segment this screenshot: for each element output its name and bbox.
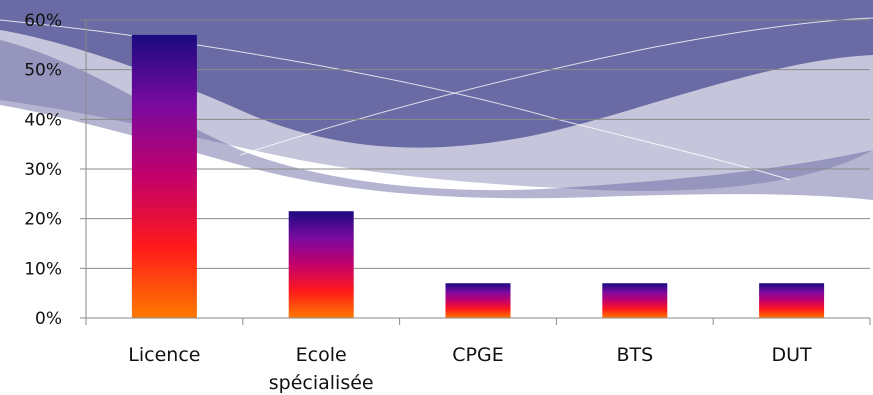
y-tick-label: 10% — [24, 259, 62, 279]
axes — [85, 20, 871, 325]
background-wave-curve — [0, 0, 873, 191]
x-tick-label: CPGE — [452, 344, 503, 366]
x-tick-label-line: CPGE — [452, 344, 503, 366]
bar — [602, 283, 668, 318]
bar — [131, 34, 197, 319]
y-tick-label: 0% — [35, 309, 62, 329]
y-tick-label: 50% — [24, 61, 62, 81]
x-tick-label-line: BTS — [616, 344, 653, 366]
bar — [759, 283, 825, 318]
x-tick-label: DUT — [772, 344, 813, 366]
x-tick-label-line: Ecole — [296, 344, 347, 366]
x-tick-label: BTS — [616, 344, 653, 366]
x-tick-label: Licence — [128, 344, 200, 366]
background-waves — [0, 0, 873, 200]
bar — [288, 211, 354, 318]
x-tick-label: Ecole spécialisée — [269, 344, 374, 394]
x-tick-labels: Licence Ecole spécialisée CPGE BTS DUT — [128, 344, 812, 394]
x-tick-label-line: DUT — [772, 344, 813, 366]
y-tick-labels: 0% 10% 20% 30% 40% 50% 60% — [24, 11, 62, 329]
x-tick-label-line: spécialisée — [269, 372, 374, 394]
x-tick-label-line: Licence — [128, 344, 200, 366]
y-tick-label: 60% — [24, 11, 62, 31]
y-tick-label: 40% — [24, 110, 62, 130]
y-tick-label: 30% — [24, 160, 62, 180]
background-wave-top — [0, 0, 873, 148]
y-tick-label: 20% — [24, 210, 62, 230]
bars — [131, 34, 825, 319]
bar — [445, 283, 511, 318]
